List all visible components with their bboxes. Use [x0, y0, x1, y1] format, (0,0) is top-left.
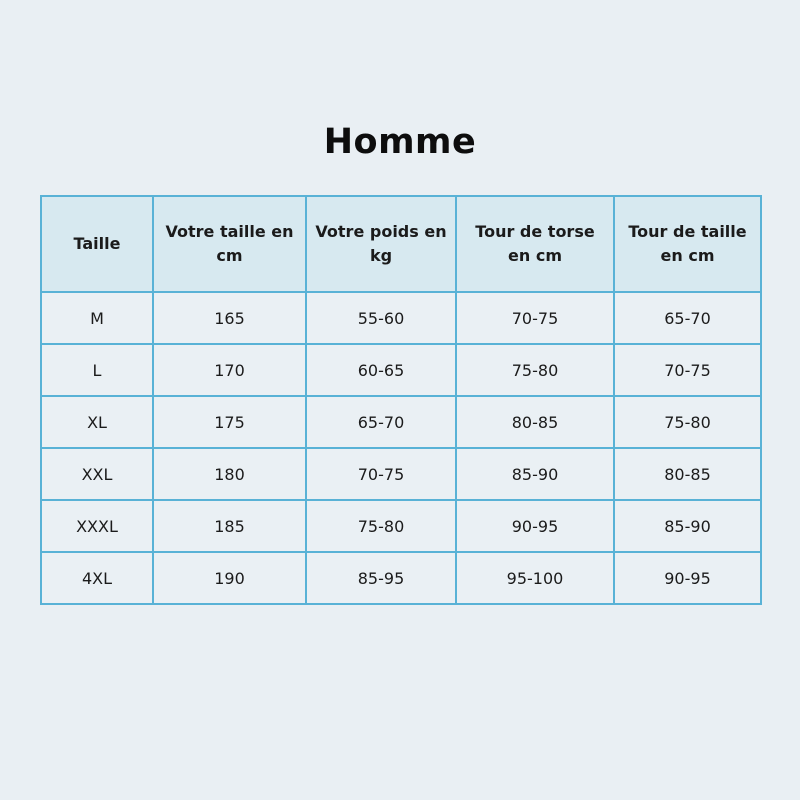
column-header-line: Tour de torse — [475, 222, 595, 241]
size-table-body: M 165 55-60 70-75 65-70 L 170 60-65 75-80 70-75 XL… — [40, 291, 762, 605]
size-label-cell: XXXL — [40, 499, 154, 553]
column-header-line: kg — [369, 246, 393, 265]
table-row: XXXL 185 75-80 90-95 85-90 — [40, 499, 762, 553]
measurement-cell: 70-75 — [305, 447, 457, 501]
measurement-cell: 190 — [152, 551, 307, 605]
size-label-cell: 4XL — [40, 551, 154, 605]
measurement-cell: 180 — [152, 447, 307, 501]
measurement-cell: 175 — [152, 395, 307, 449]
measurement-cell: 85-95 — [305, 551, 457, 605]
column-header: Votre taille en cm — [152, 195, 307, 293]
measurement-cell: 165 — [152, 291, 307, 345]
measurement-cell: 65-70 — [613, 291, 762, 345]
size-table-container: Taille Votre taille en cm Votre poids en kg T… — [40, 195, 762, 605]
column-header-line: Taille — [73, 234, 121, 253]
measurement-cell: 90-95 — [613, 551, 762, 605]
table-row: XL 175 65-70 80-85 75-80 — [40, 395, 762, 449]
column-header: Tour de torse en cm — [455, 195, 615, 293]
size-label-cell: XXL — [40, 447, 154, 501]
size-table: Taille Votre taille en cm Votre poids en kg T… — [40, 195, 762, 605]
column-header: Taille — [40, 195, 154, 293]
column-header-line: Votre taille en — [165, 222, 294, 241]
header-row: Taille Votre taille en cm Votre poids en kg T… — [40, 195, 762, 293]
column-header-line: en cm — [660, 246, 715, 265]
size-label-cell: XL — [40, 395, 154, 449]
column-header-line: cm — [216, 246, 243, 265]
measurement-cell: 90-95 — [455, 499, 615, 553]
measurement-cell: 70-75 — [613, 343, 762, 397]
measurement-cell: 85-90 — [455, 447, 615, 501]
measurement-cell: 80-85 — [455, 395, 615, 449]
measurement-cell: 55-60 — [305, 291, 457, 345]
table-row: L 170 60-65 75-80 70-75 — [40, 343, 762, 397]
measurement-cell: 170 — [152, 343, 307, 397]
measurement-cell: 80-85 — [613, 447, 762, 501]
column-header-line: Tour de taille — [628, 222, 747, 241]
measurement-cell: 185 — [152, 499, 307, 553]
column-header: Tour de taille en cm — [613, 195, 762, 293]
column-header-line: en cm — [508, 246, 562, 265]
size-label-cell: M — [40, 291, 154, 345]
measurement-cell: 85-90 — [613, 499, 762, 553]
measurement-cell: 70-75 — [455, 291, 615, 345]
table-row: 4XL 190 85-95 95-100 90-95 — [40, 551, 762, 605]
measurement-cell: 75-80 — [455, 343, 615, 397]
measurement-cell: 95-100 — [455, 551, 615, 605]
measurement-cell: 75-80 — [305, 499, 457, 553]
table-row: M 165 55-60 70-75 65-70 — [40, 291, 762, 345]
column-header: Votre poids en kg — [305, 195, 457, 293]
size-label-cell: L — [40, 343, 154, 397]
column-header-line: Votre poids en — [315, 222, 447, 241]
table-row: XXL 180 70-75 85-90 80-85 — [40, 447, 762, 501]
measurement-cell: 75-80 — [613, 395, 762, 449]
page-title: Homme — [323, 122, 477, 162]
measurement-cell: 60-65 — [305, 343, 457, 397]
measurement-cell: 65-70 — [305, 395, 457, 449]
